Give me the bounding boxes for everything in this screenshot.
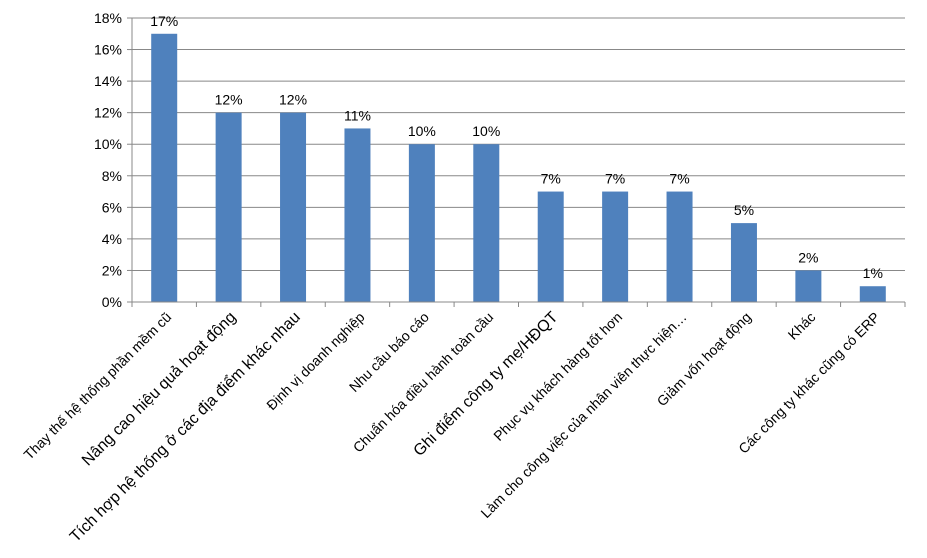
y-tick-label: 0% — [102, 294, 122, 310]
axes — [127, 17, 906, 307]
x-tick-label: Tích hợp hệ thống ở các địa điểm khác nh… — [66, 308, 304, 546]
x-tick-label: Chuẩn hóa điều hành toàn cầu — [350, 309, 497, 456]
data-label: 1% — [863, 265, 883, 281]
bar — [344, 128, 371, 302]
bar — [666, 191, 693, 302]
y-tick-label: 2% — [102, 262, 122, 278]
bar — [795, 270, 822, 302]
data-label: 12% — [279, 92, 307, 108]
y-tick-label: 10% — [94, 136, 122, 152]
data-label: 7% — [541, 171, 561, 187]
data-label: 10% — [472, 123, 500, 139]
y-tick-label: 16% — [94, 42, 122, 58]
data-label: 12% — [215, 92, 243, 108]
bar — [859, 286, 886, 302]
y-tick-label: 4% — [102, 231, 122, 247]
data-label: 17% — [150, 13, 178, 29]
bar — [730, 223, 757, 302]
y-tick-label: 8% — [102, 168, 122, 184]
data-label: 5% — [734, 202, 754, 218]
bar — [280, 112, 307, 303]
bars — [151, 33, 886, 303]
bar — [408, 144, 435, 302]
x-tick-label: Phục vụ khách hàng tốt hơn — [490, 309, 625, 444]
x-tick-label: Các công ty khác cũng có ERP — [735, 309, 883, 457]
bar — [602, 191, 629, 302]
bar — [215, 112, 242, 303]
data-label: 11% — [344, 107, 371, 123]
gridlines — [132, 17, 905, 271]
x-tick-label: Khác — [785, 309, 819, 343]
bar — [151, 33, 178, 303]
data-label: 7% — [605, 171, 625, 187]
data-label: 10% — [408, 123, 436, 139]
y-tick-label: 6% — [102, 199, 122, 215]
data-label: 2% — [798, 249, 818, 265]
data-label: 7% — [669, 171, 689, 187]
y-tick-label: 18% — [94, 10, 122, 26]
bar — [537, 191, 564, 302]
bar — [473, 144, 500, 302]
y-tick-label: 14% — [94, 73, 122, 89]
y-tick-label: 12% — [94, 105, 122, 121]
